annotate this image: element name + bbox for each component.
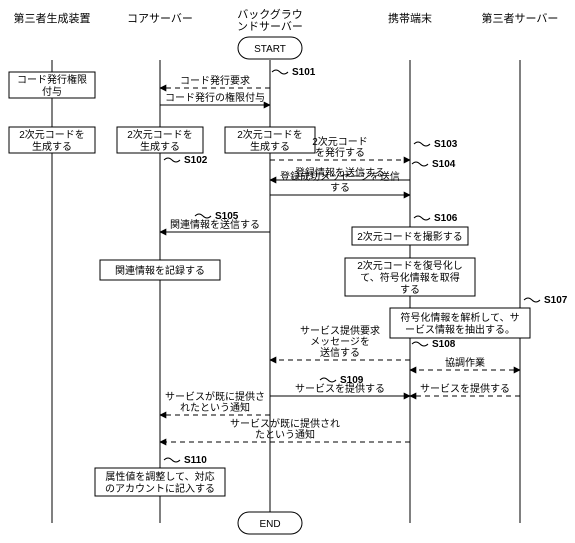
svg-text:携帯端末: 携帯端末 bbox=[388, 11, 432, 25]
svg-text:END: END bbox=[259, 519, 280, 530]
svg-text:コード発行の権限付与: コード発行の権限付与 bbox=[165, 91, 265, 104]
svg-text:第三者サーバー: 第三者サーバー bbox=[482, 11, 559, 25]
svg-text:2次元コードを: 2次元コードを bbox=[127, 128, 193, 141]
svg-text:サービスが既に提供さ: サービスが既に提供さ bbox=[165, 390, 265, 403]
svg-text:たという通知: たという通知 bbox=[255, 428, 315, 441]
svg-text:コアサーバー: コアサーバー bbox=[127, 12, 193, 25]
svg-text:S110: S110 bbox=[184, 455, 207, 466]
svg-text:付与: 付与 bbox=[42, 85, 62, 98]
svg-text:2次元コードを復号化し: 2次元コードを復号化し bbox=[357, 259, 463, 272]
svg-text:のアカウントに記入する: のアカウントに記入する bbox=[105, 482, 215, 495]
svg-text:2次元コードを撮影する: 2次元コードを撮影する bbox=[357, 230, 463, 243]
svg-text:2次元コード: 2次元コード bbox=[312, 135, 368, 148]
svg-text:コード発行要求: コード発行要求 bbox=[180, 74, 250, 87]
svg-text:サービスを提供する: サービスを提供する bbox=[420, 382, 510, 395]
svg-text:S106: S106 bbox=[434, 213, 458, 224]
sequence-diagram: 第三者生成装置 コアサーバー バックグラウンドサーバー 携帯端末 第三者サーバー STAR… bbox=[0, 0, 575, 543]
svg-text:コード発行権限: コード発行権限 bbox=[17, 73, 87, 86]
svg-text:生成する: 生成する bbox=[250, 140, 290, 153]
svg-text:ービス情報を抽出する。: ービス情報を抽出する。 bbox=[405, 323, 515, 336]
svg-text:れたという通知: れたという通知 bbox=[180, 401, 250, 414]
svg-text:START: START bbox=[254, 44, 286, 55]
svg-text:2次元コードを: 2次元コードを bbox=[237, 128, 303, 141]
svg-text:する: する bbox=[400, 284, 420, 296]
svg-text:メッセージを: メッセージを bbox=[310, 336, 370, 348]
svg-text:S103: S103 bbox=[434, 139, 458, 150]
svg-text:S101: S101 bbox=[292, 67, 316, 78]
svg-text:属性値を調整して、対応: 属性値を調整して、対応 bbox=[105, 470, 214, 483]
svg-text:生成する: 生成する bbox=[140, 140, 180, 153]
svg-text:サービスが既に提供され: サービスが既に提供され bbox=[230, 417, 340, 430]
svg-text:サービス提供要求: サービス提供要求 bbox=[300, 324, 380, 337]
svg-text:S109: S109 bbox=[340, 375, 364, 386]
svg-text:する: する bbox=[330, 182, 350, 194]
svg-text:S108: S108 bbox=[432, 339, 456, 350]
svg-text:S104: S104 bbox=[432, 159, 456, 170]
svg-text:協調作業: 協調作業 bbox=[445, 356, 485, 369]
svg-text:ンドサーバー: ンドサーバー bbox=[237, 20, 303, 33]
svg-text:符号化情報を解析して、サ: 符号化情報を解析して、サ bbox=[400, 311, 519, 324]
svg-text:送信する: 送信する bbox=[320, 346, 360, 359]
svg-text:て、符号化情報を取得: て、符号化情報を取得 bbox=[360, 271, 460, 284]
svg-text:登録成功メッセージを送信: 登録成功メッセージを送信 bbox=[280, 170, 400, 183]
svg-text:関連情報を記録する: 関連情報を記録する bbox=[115, 264, 205, 277]
svg-text:S102: S102 bbox=[184, 155, 208, 166]
svg-text:S107: S107 bbox=[544, 295, 568, 306]
svg-text:第三者生成装置: 第三者生成装置 bbox=[14, 11, 91, 25]
svg-text:S105: S105 bbox=[215, 211, 239, 222]
svg-text:生成する: 生成する bbox=[32, 140, 72, 153]
svg-text:2次元コードを: 2次元コードを bbox=[19, 128, 85, 141]
svg-text:バックグラウ: バックグラウ bbox=[237, 7, 303, 21]
svg-text:を発行する: を発行する bbox=[315, 146, 365, 159]
